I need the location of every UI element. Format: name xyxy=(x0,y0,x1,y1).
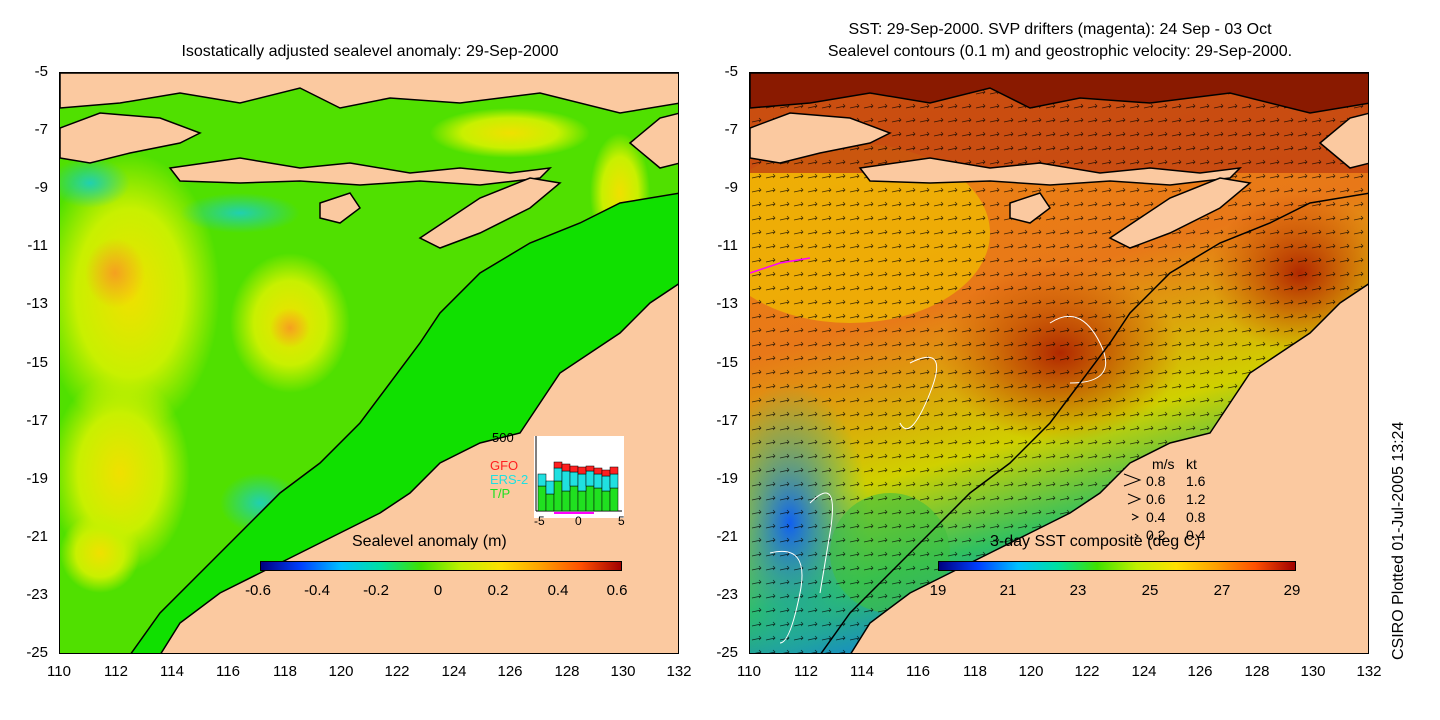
sst-map xyxy=(750,73,1368,653)
x-tick-label: 116 xyxy=(216,663,240,680)
velocity-row-ms: 0.6 xyxy=(1146,491,1166,507)
histogram-x-tick: 0 xyxy=(575,514,582,528)
y-tick-label: -21 xyxy=(716,528,738,545)
y-tick-label: -11 xyxy=(717,237,738,254)
velocity-header-ms: m/s xyxy=(1152,456,1175,472)
colorbar-tick-label: -0.2 xyxy=(363,582,389,599)
x-tick-label: 114 xyxy=(160,663,184,680)
x-tick-label: 110 xyxy=(737,663,761,680)
left-map[interactable] xyxy=(59,72,679,654)
y-tick-label: -19 xyxy=(26,470,48,487)
histogram-legend-ers2: ERS-2 xyxy=(490,472,529,487)
velocity-row-kt: 0.8 xyxy=(1186,509,1206,525)
right-panel-title-line2: Sealevel contours (0.1 m) and geostrophi… xyxy=(827,43,1293,60)
histogram-legend-tp: T/P xyxy=(490,486,511,501)
right-map[interactable] xyxy=(749,72,1369,654)
velocity-legend-arrows xyxy=(1123,473,1142,539)
left-panel-title: Isostatically adjusted sealevel anomaly:… xyxy=(181,43,559,60)
y-tick-label: -13 xyxy=(26,295,48,312)
colorbar-tick-label: 27 xyxy=(1213,582,1231,599)
velocity-legend: m/s kt 0.8 1.6 0.6 1.2 0.4 0.8 0.2 0.4 xyxy=(1120,456,1260,546)
y-tick-label: -7 xyxy=(34,121,48,138)
histogram-x-tick: -5 xyxy=(534,514,545,528)
x-tick-label: 116 xyxy=(906,663,930,680)
x-tick-label: 126 xyxy=(497,663,523,680)
y-tick-label: -23 xyxy=(716,586,738,603)
velocity-header-kt: kt xyxy=(1186,456,1197,472)
plot-timestamp-note: CSIRO Plotted 01-Jul-2005 13:24 xyxy=(1390,421,1407,660)
colorbar-tick-label: 0.4 xyxy=(547,582,569,599)
y-tick-label: -5 xyxy=(724,63,738,80)
sealevel-anomaly-map xyxy=(60,73,678,653)
x-tick-label: 112 xyxy=(794,663,818,680)
y-tick-label: -13 xyxy=(716,295,738,312)
y-tick-label: -11 xyxy=(27,237,48,254)
colorbar-tick-label: 19 xyxy=(929,582,947,599)
x-tick-label: 122 xyxy=(1074,663,1100,680)
colorbar-tick-label: 0.2 xyxy=(487,582,509,599)
x-tick-label: 128 xyxy=(1244,663,1270,680)
velocity-row-ms: 0.2 xyxy=(1146,527,1166,543)
y-tick-label: -21 xyxy=(26,528,48,545)
velocity-row-kt: 1.6 xyxy=(1186,473,1206,489)
right-colorbar-title: 3-day SST composite (deg C) xyxy=(990,533,1201,550)
colorbar-tick-label: 0.6 xyxy=(606,582,628,599)
colorbar-tick-label: -0.6 xyxy=(245,582,271,599)
velocity-row-ms: 0.4 xyxy=(1146,509,1166,525)
x-tick-label: 128 xyxy=(554,663,580,680)
x-tick-label: 132 xyxy=(666,663,692,680)
x-tick-label: 124 xyxy=(1131,663,1157,680)
y-tick-label: -23 xyxy=(26,586,48,603)
histogram-legend-gfo: GFO xyxy=(490,458,519,473)
satellite-histogram: 500 GFO ERS-2 T/P xyxy=(470,430,630,528)
y-tick-label: -5 xyxy=(34,63,48,80)
x-tick-label: 110 xyxy=(47,663,71,680)
y-tick-label: -25 xyxy=(26,644,48,661)
colorbar-tick-label: 0 xyxy=(433,582,443,599)
y-tick-label: -19 xyxy=(716,470,738,487)
colorbar-tick-label: 23 xyxy=(1069,582,1087,599)
left-colorbar-title: Sealevel anomaly (m) xyxy=(352,533,507,550)
velocity-row-ms: 0.8 xyxy=(1146,473,1166,489)
y-tick-label: -9 xyxy=(34,179,48,196)
y-tick-label: -9 xyxy=(724,179,738,196)
histogram-x-tick: 5 xyxy=(618,514,625,528)
histogram-bars xyxy=(534,436,624,518)
x-tick-label: 132 xyxy=(1356,663,1382,680)
y-tick-label: -25 xyxy=(716,644,738,661)
y-tick-label: -7 xyxy=(724,121,738,138)
y-tick-label: -15 xyxy=(26,354,48,371)
x-tick-label: 114 xyxy=(850,663,874,680)
colorbar-tick-label: -0.4 xyxy=(304,582,330,599)
x-tick-label: 122 xyxy=(384,663,410,680)
right-colorbar xyxy=(938,561,1296,571)
x-tick-label: 130 xyxy=(1300,663,1326,680)
colorbar-tick-label: 25 xyxy=(1141,582,1159,599)
x-tick-label: 130 xyxy=(610,663,636,680)
x-tick-label: 124 xyxy=(441,663,467,680)
x-tick-label: 112 xyxy=(104,663,128,680)
x-tick-label: 126 xyxy=(1187,663,1213,680)
left-colorbar xyxy=(260,561,622,571)
y-tick-label: -15 xyxy=(716,354,738,371)
y-tick-label: -17 xyxy=(716,412,738,429)
colorbar-tick-label: 29 xyxy=(1283,582,1301,599)
x-tick-label: 118 xyxy=(273,663,297,680)
x-tick-label: 118 xyxy=(963,663,987,680)
velocity-row-kt: 1.2 xyxy=(1186,491,1206,507)
histogram-ymax-label: 500 xyxy=(492,430,514,445)
right-panel-title-line1: SST: 29-Sep-2000. SVP drifters (magenta)… xyxy=(848,21,1272,38)
velocity-row-kt: 0.4 xyxy=(1186,527,1206,543)
y-tick-label: -17 xyxy=(26,412,48,429)
x-tick-label: 120 xyxy=(1018,663,1044,680)
x-tick-label: 120 xyxy=(328,663,354,680)
colorbar-tick-label: 21 xyxy=(999,582,1017,599)
